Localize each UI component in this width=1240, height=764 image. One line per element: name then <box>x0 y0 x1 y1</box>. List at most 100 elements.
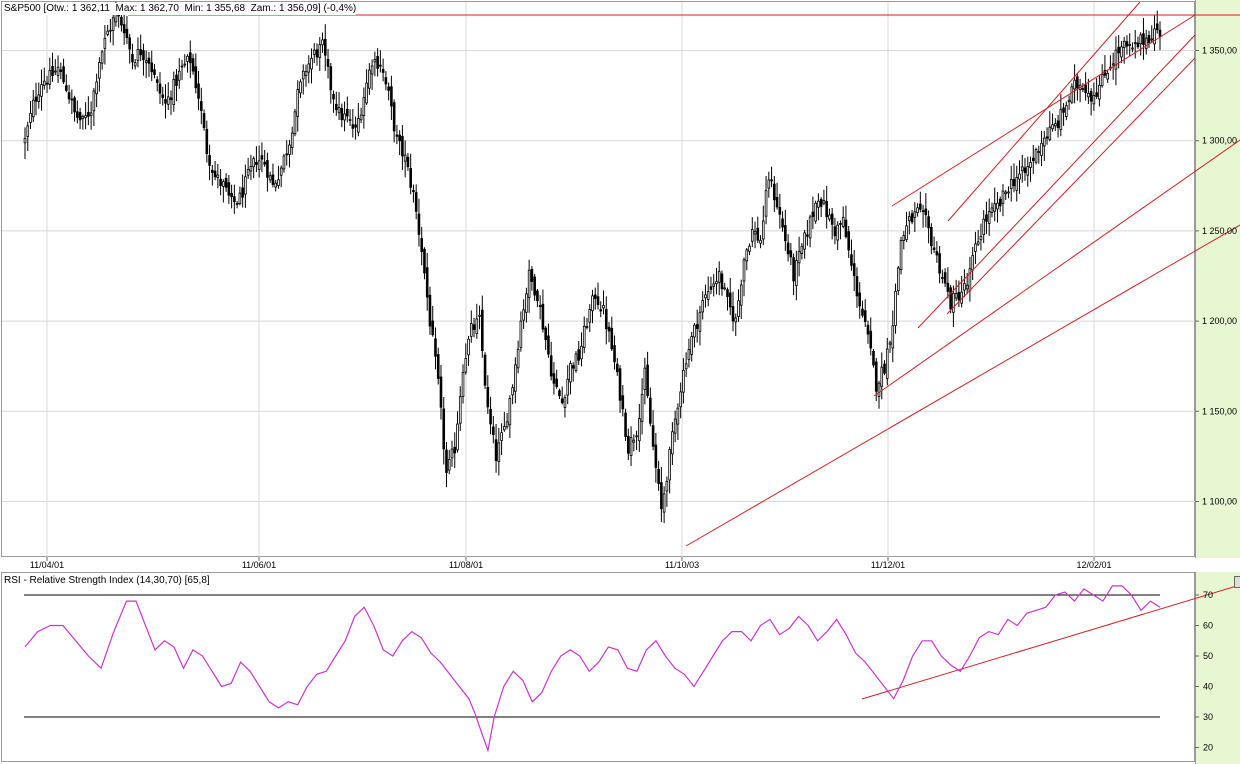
candle-body <box>1009 179 1013 189</box>
candle-body <box>795 260 798 286</box>
candle-body <box>839 223 842 225</box>
candle-body <box>315 49 319 58</box>
candle-body <box>695 324 699 329</box>
candle-body <box>469 323 473 337</box>
candle-body <box>475 318 479 335</box>
candle-body <box>998 198 1002 207</box>
candle-body <box>855 276 859 297</box>
candle-body <box>166 96 170 105</box>
candle-body <box>938 253 941 274</box>
candle-body <box>1029 162 1032 168</box>
candle-body <box>993 203 997 212</box>
candle-body <box>255 161 258 165</box>
candle-body <box>125 28 129 38</box>
candle-body <box>191 58 195 72</box>
candle-body <box>1018 173 1021 180</box>
candle-body <box>348 119 352 122</box>
candle-body <box>792 257 795 282</box>
candle-body <box>343 113 346 121</box>
candle-body <box>745 249 749 262</box>
candle-body <box>538 305 542 307</box>
candle-body <box>169 97 173 100</box>
candle-body <box>40 84 43 97</box>
candle-body <box>208 155 211 166</box>
candle-body <box>850 254 853 266</box>
candle-body <box>872 350 875 366</box>
candle-body <box>439 376 443 408</box>
candle-body <box>508 398 512 426</box>
candle-body <box>103 37 107 49</box>
candle-body <box>866 324 870 335</box>
candle-body <box>95 81 98 95</box>
candle-body <box>205 128 209 154</box>
candle-body <box>569 363 572 383</box>
candle-body <box>624 412 627 437</box>
candle-body <box>158 83 162 94</box>
candle-body <box>1040 142 1043 156</box>
candle-body <box>728 292 732 308</box>
candle-body <box>547 335 550 355</box>
candle-body <box>48 69 52 85</box>
candle-body <box>927 216 930 229</box>
candle-body <box>177 70 181 81</box>
candle-body <box>122 24 126 34</box>
candle-body <box>1111 63 1115 66</box>
candle-body <box>266 160 269 178</box>
candle-body <box>541 303 545 330</box>
candle-body <box>332 94 335 100</box>
candle-body <box>921 210 925 213</box>
candle-body <box>274 182 277 188</box>
candle-body <box>899 240 903 270</box>
candle-body <box>525 293 528 313</box>
candle-body <box>759 239 762 244</box>
candle-body <box>665 480 669 492</box>
candle-body <box>390 86 393 107</box>
candle-body <box>604 308 608 330</box>
candle-body <box>227 182 231 196</box>
candle-body <box>301 70 305 80</box>
candle-body <box>902 235 906 241</box>
candle-body <box>1020 166 1024 172</box>
candle-body <box>1065 105 1068 117</box>
candle-body <box>442 408 446 450</box>
candle-body <box>222 181 225 187</box>
candle-body <box>924 208 928 216</box>
candle-body <box>660 482 663 510</box>
candle-body <box>401 136 404 157</box>
candle-body <box>406 156 410 168</box>
candle-body <box>563 397 567 408</box>
candle-body <box>635 435 638 438</box>
candle-body <box>31 99 35 118</box>
candle-body <box>885 348 889 379</box>
candle-body <box>811 211 815 218</box>
candle-body <box>1125 41 1129 47</box>
candle-body <box>522 309 525 321</box>
candle-body <box>1051 124 1054 130</box>
candle-body <box>34 96 38 102</box>
resize-handle[interactable] <box>1234 576 1240 588</box>
candle-body <box>704 294 707 299</box>
candle-body <box>979 236 983 241</box>
candle-body <box>233 196 236 202</box>
candle-body <box>489 408 492 425</box>
candle-body <box>731 306 735 322</box>
trendline <box>861 584 1240 700</box>
candle-body <box>26 125 30 137</box>
candle-body <box>98 62 101 79</box>
candle-body <box>120 16 123 26</box>
candle-body <box>649 397 652 424</box>
candle-body <box>425 267 429 298</box>
candle-body <box>646 364 649 396</box>
candle-body <box>1037 151 1041 153</box>
candle-body <box>1095 92 1098 97</box>
candle-body <box>1098 84 1101 100</box>
candle-body <box>990 207 994 213</box>
price-chart-panel <box>1 1 1195 557</box>
candle-body <box>447 458 451 471</box>
candle-body <box>717 271 721 283</box>
candle-body <box>1153 28 1156 45</box>
candle-body <box>935 251 939 256</box>
candle-body <box>1054 123 1057 127</box>
candle-body <box>615 363 619 373</box>
x-tick-label: 12/02/01 <box>1076 560 1111 570</box>
